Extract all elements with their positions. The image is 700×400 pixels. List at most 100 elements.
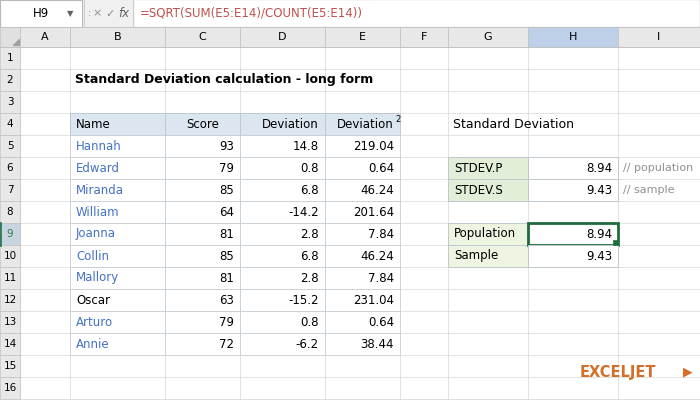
Text: 5: 5 bbox=[7, 141, 13, 151]
Bar bbox=[528, 27, 618, 47]
Bar bbox=[613, 240, 618, 245]
Bar bbox=[0, 135, 20, 157]
Text: ✓: ✓ bbox=[105, 8, 115, 18]
Text: Edward: Edward bbox=[76, 162, 120, 174]
Bar bbox=[0, 27, 20, 47]
Polygon shape bbox=[13, 39, 19, 45]
Bar bbox=[70, 113, 165, 135]
Text: 85: 85 bbox=[219, 184, 234, 196]
Bar bbox=[0, 179, 20, 201]
Bar bbox=[0, 0, 82, 27]
Bar bbox=[240, 289, 325, 311]
Text: 8: 8 bbox=[7, 207, 13, 217]
Bar bbox=[70, 27, 165, 47]
Text: 85: 85 bbox=[219, 250, 234, 262]
Bar bbox=[70, 157, 165, 179]
Bar bbox=[165, 201, 240, 223]
Bar bbox=[0, 267, 20, 289]
Text: 0.8: 0.8 bbox=[300, 316, 319, 328]
Text: 11: 11 bbox=[4, 273, 17, 283]
Bar bbox=[448, 245, 528, 267]
Bar bbox=[0, 157, 20, 179]
Bar bbox=[0, 201, 20, 223]
Text: ×: × bbox=[92, 8, 102, 18]
Text: Oscar: Oscar bbox=[76, 294, 110, 306]
Bar bbox=[240, 245, 325, 267]
Text: STDEV.S: STDEV.S bbox=[454, 184, 503, 196]
Text: 8.94: 8.94 bbox=[586, 228, 612, 240]
Bar bbox=[165, 157, 240, 179]
Bar bbox=[70, 179, 165, 201]
Text: 10: 10 bbox=[4, 251, 17, 261]
Text: =SQRT(SUM(E5:E14)/COUNT(E5:E14)): =SQRT(SUM(E5:E14)/COUNT(E5:E14)) bbox=[140, 7, 363, 20]
Bar bbox=[165, 113, 240, 135]
Text: B: B bbox=[113, 32, 121, 42]
Bar bbox=[134, 0, 700, 27]
Text: Deviation: Deviation bbox=[262, 118, 319, 130]
Bar bbox=[325, 27, 400, 47]
Bar bbox=[528, 245, 618, 267]
Bar bbox=[165, 245, 240, 267]
Text: Collin: Collin bbox=[76, 250, 109, 262]
Text: D: D bbox=[279, 32, 287, 42]
Bar bbox=[448, 27, 528, 47]
Text: 9: 9 bbox=[7, 229, 13, 239]
Text: Standard Deviation calculation - long form: Standard Deviation calculation - long fo… bbox=[75, 74, 373, 86]
Text: Sample: Sample bbox=[454, 250, 498, 262]
Text: STDEV.P: STDEV.P bbox=[454, 162, 503, 174]
Text: 6.8: 6.8 bbox=[300, 184, 319, 196]
Bar bbox=[325, 267, 400, 289]
Bar bbox=[165, 267, 240, 289]
Text: 64: 64 bbox=[219, 206, 234, 218]
Bar bbox=[448, 157, 528, 179]
Bar bbox=[0, 47, 20, 69]
Bar bbox=[0, 355, 20, 377]
Text: 46.24: 46.24 bbox=[360, 184, 394, 196]
Bar bbox=[240, 267, 325, 289]
Text: 9.43: 9.43 bbox=[586, 250, 612, 262]
Text: Name: Name bbox=[76, 118, 111, 130]
Text: Annie: Annie bbox=[76, 338, 110, 350]
Text: E: E bbox=[359, 32, 366, 42]
Text: Score: Score bbox=[186, 118, 219, 130]
Bar bbox=[0, 377, 20, 399]
Bar bbox=[0, 223, 20, 245]
Text: 201.64: 201.64 bbox=[353, 206, 394, 218]
Text: ▶: ▶ bbox=[683, 366, 692, 378]
Text: 0.64: 0.64 bbox=[368, 316, 394, 328]
Text: fx: fx bbox=[118, 7, 130, 20]
Text: 13: 13 bbox=[4, 317, 17, 327]
Text: 81: 81 bbox=[219, 228, 234, 240]
Bar bbox=[325, 289, 400, 311]
Text: 7: 7 bbox=[7, 185, 13, 195]
Bar bbox=[325, 135, 400, 157]
Text: 16: 16 bbox=[4, 383, 17, 393]
Text: Deviation: Deviation bbox=[337, 118, 394, 130]
Bar bbox=[165, 333, 240, 355]
Text: 38.44: 38.44 bbox=[360, 338, 394, 350]
Text: 93: 93 bbox=[219, 140, 234, 152]
Text: 14: 14 bbox=[4, 339, 17, 349]
Text: 79: 79 bbox=[219, 316, 234, 328]
Bar bbox=[165, 179, 240, 201]
Bar bbox=[0, 47, 700, 399]
Text: H9: H9 bbox=[33, 7, 49, 20]
Text: Population: Population bbox=[454, 228, 516, 240]
Bar bbox=[448, 223, 528, 245]
Text: 2.8: 2.8 bbox=[300, 272, 319, 284]
Text: 46.24: 46.24 bbox=[360, 250, 394, 262]
Bar bbox=[165, 135, 240, 157]
Text: // sample: // sample bbox=[623, 185, 675, 195]
Bar bbox=[70, 135, 165, 157]
Text: 0.64: 0.64 bbox=[368, 162, 394, 174]
Text: ▼: ▼ bbox=[66, 9, 74, 18]
Bar bbox=[325, 333, 400, 355]
Text: :: : bbox=[88, 8, 91, 18]
Bar bbox=[400, 27, 448, 47]
Text: -15.2: -15.2 bbox=[288, 294, 319, 306]
Text: 0.8: 0.8 bbox=[300, 162, 319, 174]
Text: F: F bbox=[421, 32, 427, 42]
Text: C: C bbox=[199, 32, 206, 42]
Text: 6.8: 6.8 bbox=[300, 250, 319, 262]
Bar bbox=[240, 223, 325, 245]
